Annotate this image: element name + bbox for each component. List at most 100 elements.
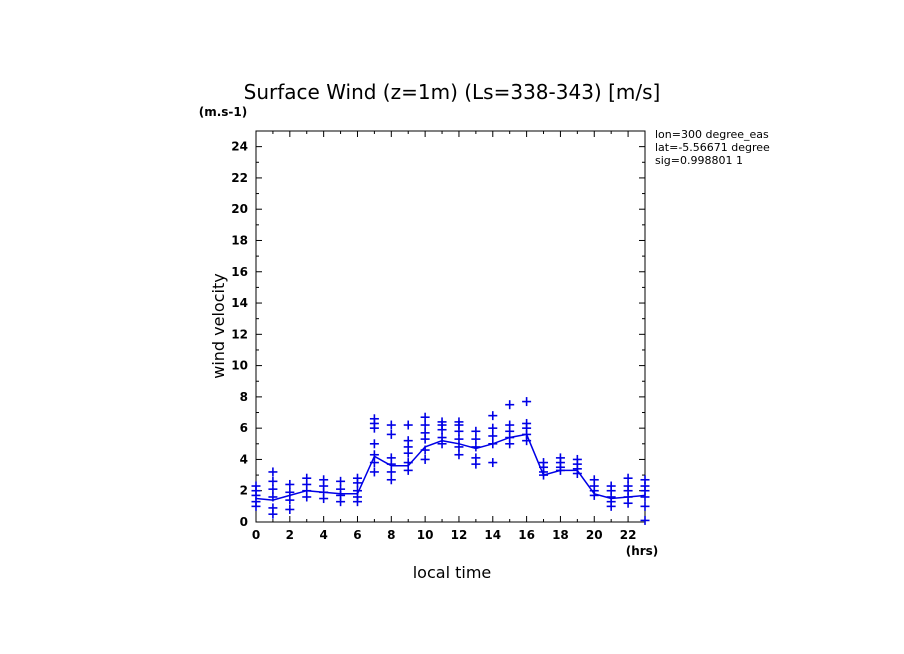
data-point <box>285 495 295 505</box>
data-point <box>420 428 430 438</box>
data-point <box>454 434 464 444</box>
y-tick-label: 12 <box>231 327 248 341</box>
data-point <box>251 481 261 491</box>
data-point <box>420 454 430 464</box>
data-point <box>471 434 481 444</box>
data-point <box>471 453 481 463</box>
data-point <box>352 486 362 496</box>
data-point <box>369 414 379 424</box>
data-point <box>369 439 379 449</box>
y-tick-label: 2 <box>240 484 248 498</box>
x-tick-label: 2 <box>286 528 294 542</box>
data-point <box>555 453 565 463</box>
data-point <box>386 467 396 477</box>
x-tick-label: 6 <box>353 528 361 542</box>
y-tick-label: 4 <box>240 452 248 466</box>
y-tick-label: 8 <box>240 390 248 404</box>
data-point <box>403 458 413 468</box>
data-layer <box>251 397 650 525</box>
data-point <box>606 481 616 491</box>
data-point <box>488 439 498 449</box>
x-tick-label: 4 <box>319 528 327 542</box>
x-tick-label: 8 <box>387 528 395 542</box>
y-tick-label: 14 <box>231 296 248 310</box>
x-tick-label: 0 <box>252 528 260 542</box>
y-tick-label: 18 <box>231 233 248 247</box>
data-point <box>539 458 549 468</box>
data-point <box>488 423 498 433</box>
data-point <box>268 484 278 494</box>
chart-title: Surface Wind (z=1m) (Ls=338-343) [m/s] <box>244 80 661 104</box>
data-point <box>522 418 532 428</box>
data-point <box>471 426 481 436</box>
x-tick-label: 20 <box>586 528 603 542</box>
data-point <box>522 397 532 407</box>
y-unit-label: (m.s-1) <box>199 105 248 119</box>
data-point <box>285 504 295 514</box>
data-point <box>505 420 515 430</box>
data-point <box>268 503 278 513</box>
x-tick-label: 18 <box>552 528 569 542</box>
data-point <box>302 473 312 483</box>
x-axis: 0 2 4 6 8 10 12 14 16 18 20 22 <box>252 131 646 542</box>
data-point <box>336 476 346 486</box>
data-point <box>640 475 650 485</box>
data-point <box>386 475 396 485</box>
data-point <box>454 417 464 427</box>
data-point <box>403 420 413 430</box>
data-point <box>437 417 447 427</box>
y-axis-title: wind velocity <box>209 273 228 378</box>
y-tick-label: 20 <box>231 202 248 216</box>
data-point <box>623 473 633 483</box>
y-tick-label: 16 <box>231 265 248 279</box>
data-point <box>403 465 413 475</box>
data-point <box>640 515 650 525</box>
data-point <box>420 445 430 455</box>
data-point <box>471 442 481 452</box>
data-point <box>420 412 430 422</box>
data-point <box>437 433 447 443</box>
data-point <box>589 475 599 485</box>
y-tick-label: 10 <box>231 359 248 373</box>
data-point <box>285 487 295 497</box>
data-point <box>488 458 498 468</box>
info-line: lat=-5.56671 degree <box>655 141 770 154</box>
y-tick-label: 6 <box>240 421 248 435</box>
mean-wind-line <box>255 433 646 501</box>
data-point <box>454 450 464 460</box>
data-point <box>352 473 362 483</box>
data-point <box>505 400 515 410</box>
data-point <box>386 429 396 439</box>
data-point <box>336 484 346 494</box>
data-point <box>420 420 430 430</box>
x-tick-label: 16 <box>518 528 535 542</box>
x-tick-label: 14 <box>484 528 501 542</box>
info-line: sig=0.998801 1 <box>655 154 743 167</box>
data-point <box>386 453 396 463</box>
y-tick-label: 24 <box>231 140 248 154</box>
data-point <box>488 411 498 421</box>
plot-frame <box>255 130 646 523</box>
x-unit-label: (hrs) <box>626 544 659 558</box>
data-point <box>285 479 295 489</box>
data-point <box>488 431 498 441</box>
x-tick-label: 12 <box>451 528 468 542</box>
data-point <box>268 467 278 477</box>
data-point <box>268 492 278 502</box>
x-tick-label: 10 <box>417 528 434 542</box>
data-point <box>386 420 396 430</box>
data-point <box>572 454 582 464</box>
info-line: lon=300 degree_eas <box>655 128 769 141</box>
data-point <box>623 481 633 491</box>
data-point <box>369 450 379 460</box>
x-tick-label: 22 <box>620 528 637 542</box>
data-point <box>454 442 464 452</box>
data-point <box>403 436 413 446</box>
x-axis-title: local time <box>413 563 492 582</box>
y-tick-label: 0 <box>240 515 248 529</box>
data-point <box>319 475 329 485</box>
data-point <box>640 501 650 511</box>
